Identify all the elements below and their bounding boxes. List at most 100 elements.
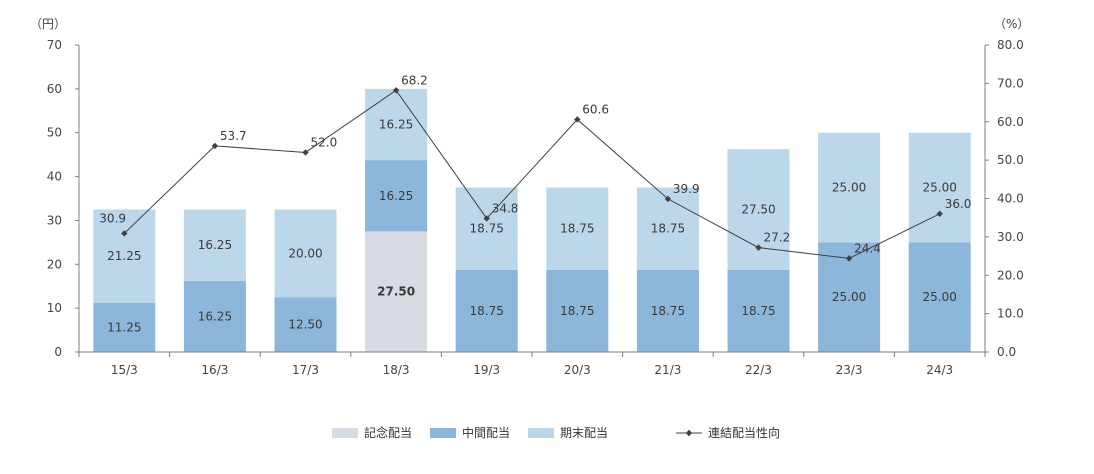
payout-ratio-label: 39.9	[673, 182, 700, 196]
bar-segment	[274, 297, 337, 352]
right-tick-label: 70.0	[997, 76, 1024, 90]
payout-ratio-label: 68.2	[401, 73, 428, 87]
legend-label: 中間配当	[462, 425, 510, 440]
left-tick-label: 20	[47, 257, 62, 271]
bar-value-label: 25.00	[923, 290, 957, 304]
left-tick-label: 10	[47, 301, 62, 315]
x-tick-label: 20/3	[564, 363, 591, 377]
payout-ratio-point	[483, 215, 490, 222]
bar-segment	[365, 160, 428, 232]
right-tick-label: 50.0	[997, 153, 1024, 167]
bar-value-label: 18.75	[741, 304, 775, 318]
bar-segment	[365, 88, 428, 161]
bar-value-label: 16.25	[198, 238, 232, 252]
x-tick-label: 17/3	[292, 363, 319, 377]
legend-label: 連結配当性向	[708, 425, 780, 440]
payout-ratio-label: 24.4	[854, 241, 881, 255]
legend-label: 記念配当	[364, 425, 412, 440]
right-tick-label: 10.0	[997, 307, 1024, 321]
x-tick-label: 16/3	[201, 363, 228, 377]
bar-segment	[365, 231, 428, 352]
right-tick-label: 80.0	[997, 38, 1024, 52]
left-tick-label: 50	[47, 126, 62, 140]
bar-segment	[93, 302, 156, 352]
x-tick-label: 23/3	[836, 363, 863, 377]
bar-segment	[183, 209, 246, 281]
left-tick-label: 30	[47, 213, 62, 227]
bar-value-label: 16.25	[198, 309, 232, 323]
right-tick-label: 40.0	[997, 192, 1024, 206]
bar-segment	[636, 269, 699, 352]
payout-ratio-label: 60.6	[582, 102, 609, 116]
bar-segment	[546, 187, 609, 270]
bar-segment	[183, 280, 246, 352]
bar-value-label: 16.25	[379, 117, 413, 131]
x-tick-label: 18/3	[383, 363, 410, 377]
payout-ratio-point	[574, 116, 581, 123]
left-tick-label: 0	[54, 345, 62, 359]
x-tick-label: 22/3	[745, 363, 772, 377]
bar-value-label: 27.50	[377, 285, 415, 299]
payout-ratio-line	[123, 89, 940, 259]
right-tick-label: 20.0	[997, 268, 1024, 282]
payout-ratio-label: 30.9	[99, 211, 126, 225]
x-tick-label: 19/3	[473, 363, 500, 377]
bar-segment	[546, 269, 609, 352]
bar-value-label: 21.25	[107, 249, 141, 263]
bars-layer: 11.25 21.25 16.25 16.25 12.50 20.00 27.50 16.25…	[93, 88, 971, 352]
payout-ratio-point	[936, 210, 943, 218]
bar-value-label: 16.25	[379, 189, 413, 203]
bar-segment	[818, 132, 881, 243]
right-tick-label: 60.0	[997, 115, 1024, 129]
axes-layer: 0 10 20 30 40 50 60 70 0.0 10.0 20.0 30.0 40.0 50.0 60…	[47, 38, 1024, 377]
payout-ratio-point	[211, 142, 219, 150]
legend: 記念配当 中間配当 期末配当 連結配当性向	[332, 425, 780, 440]
x-tick-label: 21/3	[654, 363, 681, 377]
bar-value-label: 25.00	[923, 181, 957, 195]
payout-ratio-label: 53.7	[220, 129, 247, 143]
bar-value-label: 27.50	[741, 202, 775, 216]
legend-line-marker	[685, 429, 693, 437]
x-tick-label: 15/3	[111, 363, 138, 377]
bar-value-label: 25.00	[832, 290, 866, 304]
payout-ratio-label: 27.2	[764, 231, 791, 245]
legend-swatch	[528, 428, 554, 438]
bar-value-label: 11.25	[107, 320, 141, 334]
bar-value-label: 12.50	[288, 318, 322, 332]
bar-value-label: 18.75	[470, 304, 504, 318]
bar-segment	[727, 269, 790, 352]
legend-label: 期末配当	[560, 426, 608, 440]
payout-ratio-point	[845, 255, 853, 262]
bar-value-label: 20.00	[288, 246, 322, 260]
right-axis-unit: （%）	[994, 17, 1029, 31]
left-axis-unit: （円）	[30, 17, 66, 31]
payout-ratio-point	[121, 230, 128, 237]
payout-ratio-label: 36.0	[945, 197, 972, 211]
payout-ratio-point	[755, 244, 762, 251]
legend-swatch	[332, 428, 358, 438]
bar-value-label: 18.75	[651, 304, 685, 318]
payout-ratio-label: 52.0	[311, 135, 338, 149]
right-tick-label: 0.0	[997, 345, 1016, 359]
left-tick-label: 70	[47, 38, 62, 52]
payout-ratio-label: 34.8	[492, 201, 519, 215]
legend-swatch	[430, 428, 456, 438]
bar-segment	[908, 242, 971, 352]
bar-segment	[455, 187, 518, 270]
bar-value-label: 18.75	[651, 222, 685, 236]
bar-value-label: 18.75	[560, 304, 594, 318]
payout-ratio-point	[392, 87, 400, 94]
payout-ratio-point	[664, 195, 672, 203]
left-tick-label: 60	[47, 82, 62, 96]
payout-ratio-line-layer: 30.9 53.7 52.0 68.2 34.8 60.6 39.9 27.2 24.4 36.0	[99, 73, 972, 262]
bar-segment	[93, 209, 156, 303]
bar-value-label: 18.75	[470, 222, 504, 236]
left-tick-label: 40	[47, 170, 62, 184]
payout-ratio-point	[302, 149, 309, 156]
bar-segment	[455, 269, 518, 352]
bar-value-label: 18.75	[560, 222, 594, 236]
x-tick-label: 24/3	[926, 363, 953, 377]
right-tick-label: 30.0	[997, 230, 1024, 244]
bar-segment	[274, 209, 337, 298]
